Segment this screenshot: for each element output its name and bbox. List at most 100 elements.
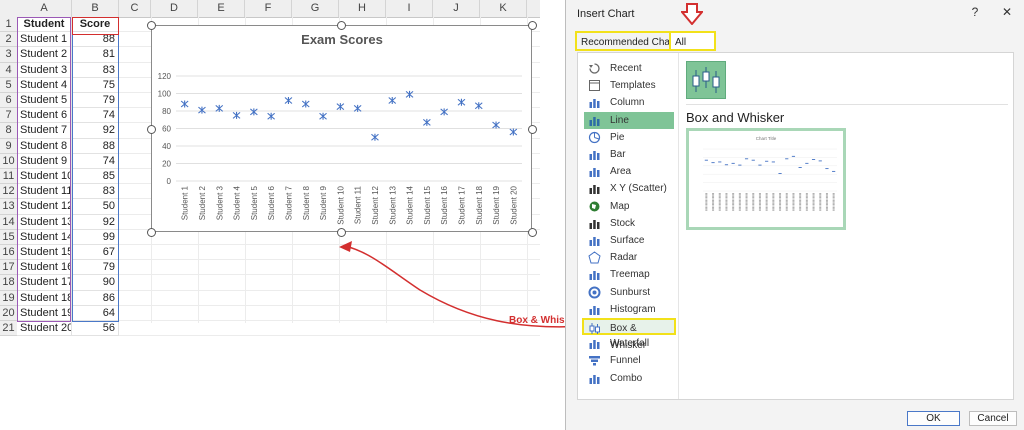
cell-score[interactable]: 85 — [72, 169, 119, 185]
data-point[interactable] — [492, 121, 500, 129]
chart-type-stock[interactable]: Stock — [584, 215, 674, 232]
data-point[interactable] — [232, 111, 241, 119]
chart-type-funnel[interactable]: Funnel — [584, 352, 674, 369]
cell-student[interactable]: Student 8 — [17, 138, 72, 154]
data-point[interactable] — [353, 104, 362, 112]
cell-student[interactable]: Student 11 — [17, 184, 72, 200]
data-point[interactable] — [371, 133, 379, 141]
cell-score[interactable]: 74 — [72, 153, 119, 169]
cell-score[interactable]: 79 — [72, 260, 119, 276]
chart-type-x-y-scatter[interactable]: X Y (Scatter) — [584, 180, 674, 197]
cell-student[interactable]: Student 2 — [17, 47, 72, 63]
cell-student[interactable]: Student 5 — [17, 93, 72, 109]
cell-score[interactable]: 86 — [72, 290, 119, 306]
chart-type-waterfall[interactable]: Waterfall — [584, 335, 674, 352]
row-header[interactable]: 16 — [0, 245, 17, 261]
row-header[interactable]: 10 — [0, 153, 17, 169]
cell-student[interactable]: Student 1 — [17, 32, 72, 48]
chart-type-histogram[interactable]: Histogram — [584, 301, 674, 318]
row-header[interactable]: 6 — [0, 93, 17, 109]
cell-student[interactable]: Student 3 — [17, 62, 72, 78]
cell-student[interactable]: Student 4 — [17, 77, 72, 93]
data-point[interactable] — [440, 108, 449, 116]
row-header[interactable]: 17 — [0, 260, 17, 276]
column-header-a[interactable]: A — [17, 0, 72, 17]
column-header-f[interactable]: F — [245, 0, 292, 17]
data-point[interactable] — [388, 97, 397, 104]
cell-score[interactable]: 83 — [72, 62, 119, 78]
tab-all-charts[interactable]: All Charts — [669, 31, 716, 68]
chart-type-sunburst[interactable]: Sunburst — [584, 284, 674, 301]
chart-type-templates[interactable]: Templates — [584, 77, 674, 94]
close-button[interactable]: ✕ — [1001, 5, 1013, 19]
chart-resize-handle-bl[interactable] — [147, 228, 156, 237]
column-header-j[interactable]: J — [433, 0, 480, 17]
cell-score[interactable]: 79 — [72, 93, 119, 109]
row-header[interactable]: 13 — [0, 199, 17, 215]
cell-student[interactable]: Student 19 — [17, 305, 72, 321]
chart-type-surface[interactable]: Surface — [584, 232, 674, 249]
chart-type-pie[interactable]: Pie — [584, 129, 674, 146]
chart-type-column[interactable]: Column — [584, 94, 674, 111]
cell-score[interactable]: 81 — [72, 47, 119, 63]
data-point[interactable] — [180, 100, 189, 108]
row-header[interactable]: 1 — [0, 17, 17, 33]
box-whisker-thumbnail[interactable] — [686, 61, 726, 99]
data-point[interactable] — [301, 100, 310, 108]
cell-student[interactable]: Student 16 — [17, 260, 72, 276]
chart-resize-handle-tm[interactable] — [337, 21, 346, 30]
data-point[interactable] — [405, 90, 414, 98]
row-header[interactable]: 11 — [0, 169, 17, 185]
chart-resize-handle-tl[interactable] — [147, 21, 156, 30]
data-point[interactable] — [284, 97, 293, 104]
header-student[interactable]: Student — [17, 17, 72, 33]
cell-score[interactable]: 67 — [72, 245, 119, 261]
chart-resize-handle-mr[interactable] — [528, 125, 537, 134]
cell-score[interactable]: 83 — [72, 184, 119, 200]
data-point[interactable] — [319, 112, 327, 120]
row-header[interactable]: 20 — [0, 305, 17, 321]
row-header[interactable]: 9 — [0, 138, 17, 154]
data-point[interactable] — [422, 118, 431, 126]
chart-type-radar[interactable]: Radar — [584, 249, 674, 266]
header-score[interactable]: Score — [72, 17, 119, 33]
cell-score[interactable]: 99 — [72, 229, 119, 245]
chart-type-line[interactable]: Line — [584, 111, 674, 129]
row-header[interactable]: 3 — [0, 47, 17, 63]
cell-score[interactable]: 92 — [72, 123, 119, 139]
row-header[interactable]: 8 — [0, 123, 17, 139]
column-header-b[interactable]: B — [72, 0, 119, 17]
cell-score[interactable]: 56 — [72, 321, 119, 337]
cell-score[interactable]: 90 — [72, 275, 119, 291]
cell-student[interactable]: Student 17 — [17, 275, 72, 291]
exam-scores-chart[interactable]: Exam Scores 0 20 40 60 80 100 120 Student 1 Stude… — [151, 25, 532, 232]
cell-student[interactable]: Student 20 — [17, 321, 72, 337]
row-header[interactable]: 18 — [0, 275, 17, 291]
cell-student[interactable]: Student 7 — [17, 123, 72, 139]
data-point[interactable] — [474, 102, 483, 110]
column-header-e[interactable]: E — [198, 0, 245, 17]
chart-resize-handle-ml[interactable] — [147, 125, 156, 134]
chart-type-recent[interactable]: Recent — [584, 60, 674, 77]
row-header[interactable]: 4 — [0, 62, 17, 78]
data-point[interactable] — [215, 104, 224, 112]
cell-student[interactable]: Student 15 — [17, 245, 72, 261]
ok-button[interactable]: OK — [907, 411, 960, 426]
cancel-button[interactable]: Cancel — [969, 411, 1017, 426]
column-header-d[interactable]: D — [151, 0, 198, 17]
row-header[interactable]: 5 — [0, 77, 17, 93]
cell-student[interactable]: Student 12 — [17, 199, 72, 215]
cell-student[interactable]: Student 14 — [17, 229, 72, 245]
cell-score[interactable]: 50 — [72, 199, 119, 215]
row-header[interactable]: 2 — [0, 32, 17, 48]
data-point[interactable] — [509, 128, 518, 136]
cell-student[interactable]: Student 6 — [17, 108, 72, 124]
chart-type-box-whisker[interactable]: Box & Whisker — [582, 318, 676, 351]
chart-type-bar[interactable]: Bar — [584, 146, 674, 163]
row-header[interactable]: 14 — [0, 214, 17, 230]
chart-resize-handle-tr[interactable] — [528, 21, 537, 30]
data-point[interactable] — [198, 106, 206, 114]
chart-type-combo[interactable]: Combo — [584, 370, 674, 387]
data-point[interactable] — [336, 103, 345, 111]
cell-student[interactable]: Student 10 — [17, 169, 72, 185]
